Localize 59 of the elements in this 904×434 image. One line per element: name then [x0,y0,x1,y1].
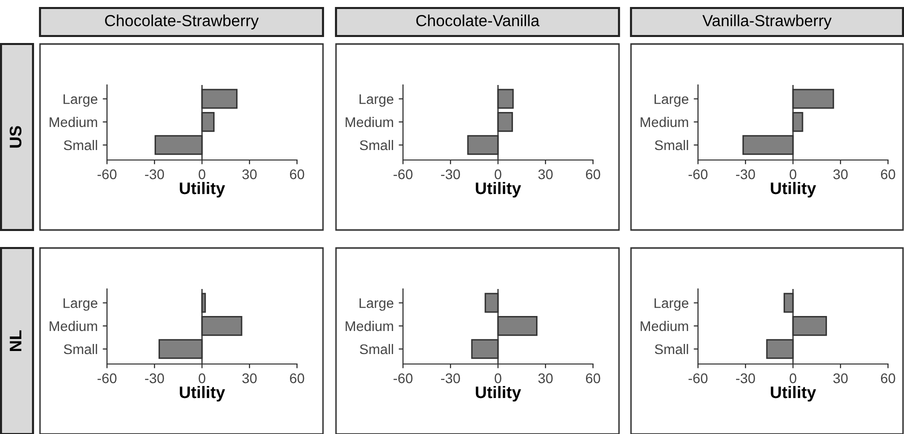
y-tick-label: Medium [640,320,688,332]
x-tick-label: 30 [242,169,257,180]
y-tick-label: Medium [640,116,688,128]
y-tick-label: Small [654,140,688,150]
y-tick-label: Large [360,94,394,107]
x-tick-label: -60 [394,373,412,384]
text: US [10,126,22,148]
x-tick-label: -60 [394,169,412,180]
x-tick-label: 60 [586,169,600,180]
y-tick-label: Small [360,140,394,150]
x-tick-label: 30 [833,169,848,180]
x-tick-label: 60 [290,373,304,384]
x-tick-label: -30 [736,169,755,180]
x-tick-label: -30 [145,169,164,180]
x-axis-title: Utility [770,386,816,402]
text: NL [10,330,22,351]
x-tick-label: 30 [538,169,553,180]
x-tick-label: -30 [441,373,460,384]
x-tick-label: -30 [441,169,460,180]
x-tick-label: 60 [880,373,896,384]
x-tick-label: 60 [290,169,304,180]
x-tick-label: 0 [790,169,796,180]
chart-title: Chocolate-Vanilla [416,14,540,26]
x-tick-label: -60 [688,169,708,180]
x-tick-label: -30 [145,373,164,384]
x-axis-title: Utility [476,386,522,402]
y-tick-label: Medium [50,320,98,332]
x-tick-label: 0 [494,169,502,180]
x-tick-label: -60 [688,373,708,384]
x-axis-title: Utility [180,182,226,198]
x-axis-title: Utility [770,182,816,198]
x-tick-label: 30 [242,373,257,384]
x-tick-label: 30 [833,373,848,384]
x-tick-label: -60 [98,373,116,384]
x-tick-label: 0 [790,373,796,384]
x-tick-label: -60 [98,169,116,180]
y-tick-label: Medium [346,116,394,128]
y-tick-label: Medium [50,116,98,128]
x-axis-title: Utility [476,182,522,198]
x-tick-label: 0 [198,373,206,384]
y-tick-label: Small [64,140,98,150]
chart-title: Chocolate-Strawberry [105,14,259,30]
x-tick-label: 0 [494,373,502,384]
y-tick-label: Large [64,94,98,107]
x-tick-label: 30 [538,373,553,384]
y-tick-label: Small [64,344,98,354]
x-tick-label: 0 [198,169,206,180]
x-tick-label: -30 [736,373,755,384]
chart-title: Vanilla-Strawberry [702,14,832,30]
y-tick-label: Large [360,298,394,311]
x-tick-label: 60 [880,169,896,180]
y-tick-label: Small [360,344,394,354]
y-tick-label: Large [654,94,688,107]
x-tick-label: 60 [586,373,600,384]
y-tick-label: Large [64,298,98,311]
y-tick-label: Large [654,298,688,311]
y-tick-label: Medium [346,320,394,332]
x-axis-title: Utility [180,386,226,402]
y-tick-label: Small [654,344,688,354]
